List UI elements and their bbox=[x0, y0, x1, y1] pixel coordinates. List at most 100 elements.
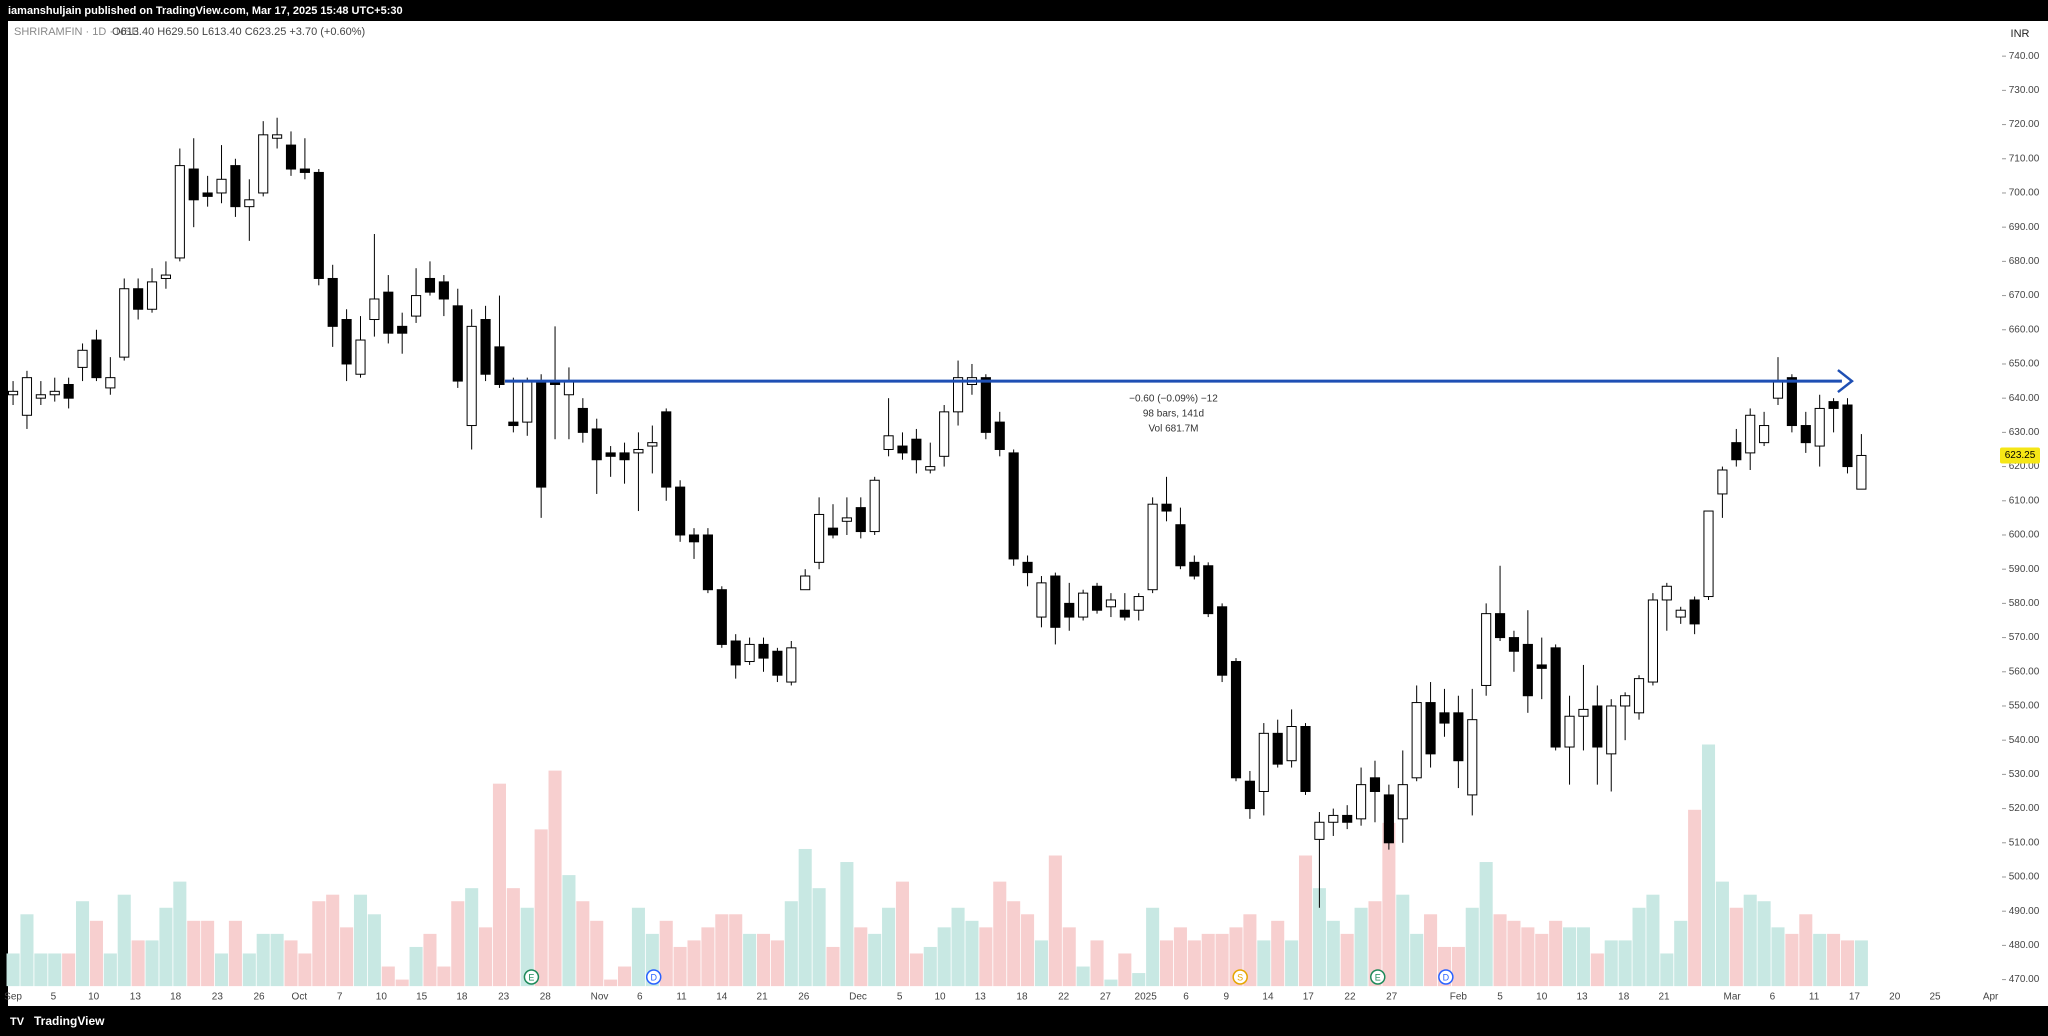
volume-bar bbox=[1549, 920, 1563, 987]
candle-body bbox=[1717, 469, 1728, 495]
volume-bar bbox=[729, 914, 743, 987]
volume-bar bbox=[1479, 862, 1493, 987]
chart-pane bbox=[8, 21, 2048, 1006]
candle-body bbox=[841, 517, 852, 522]
candle-body bbox=[1578, 708, 1589, 717]
x-tick-label: 21 bbox=[757, 992, 769, 1003]
volume-bar bbox=[465, 888, 479, 987]
candle-body bbox=[1522, 643, 1533, 697]
candle-body bbox=[35, 394, 46, 399]
volume-bar bbox=[1729, 907, 1743, 987]
volume-bar bbox=[1576, 927, 1590, 987]
volume-bar bbox=[367, 914, 381, 987]
candle-body bbox=[21, 377, 33, 416]
candle-body bbox=[1675, 609, 1686, 618]
volume-bar bbox=[965, 920, 979, 987]
candle-body bbox=[994, 421, 1005, 450]
x-tick-label: 27 bbox=[1100, 992, 1112, 1003]
candle-body bbox=[1564, 715, 1575, 748]
candle-body bbox=[1481, 613, 1492, 686]
volume-bar bbox=[895, 881, 910, 987]
candle-body bbox=[369, 298, 380, 321]
y-tick-label: 660.00 bbox=[2009, 324, 2040, 335]
volume-bar bbox=[1743, 894, 1757, 987]
candle-body bbox=[1119, 609, 1130, 618]
volume-bar bbox=[1146, 907, 1160, 987]
candle-body bbox=[1133, 596, 1144, 611]
candle-body bbox=[869, 479, 880, 533]
volume-bar bbox=[534, 829, 548, 987]
brand[interactable]: TradingView bbox=[34, 1014, 105, 1028]
x-tick-label: 28 bbox=[540, 992, 552, 1003]
candle-body bbox=[1342, 814, 1353, 823]
volume-bar bbox=[1062, 927, 1076, 987]
volume-bar bbox=[937, 927, 951, 987]
candle-body bbox=[1508, 637, 1520, 652]
candle-body bbox=[1439, 712, 1450, 724]
volume-bar bbox=[1187, 940, 1201, 987]
volume-bar bbox=[353, 894, 368, 987]
y-tick-label: 470.00 bbox=[2009, 974, 2040, 985]
last-price-tag bbox=[2000, 447, 2040, 464]
volume-bar bbox=[228, 920, 242, 987]
x-tick-label: 27 bbox=[1386, 992, 1398, 1003]
volume-bar bbox=[1604, 940, 1618, 987]
volume-bar bbox=[1451, 946, 1465, 987]
candle-body bbox=[1633, 678, 1645, 714]
candle-body bbox=[1356, 784, 1367, 820]
candle-body bbox=[424, 277, 436, 293]
volume-bar bbox=[1646, 894, 1660, 987]
x-tick-label: 18 bbox=[170, 992, 182, 1003]
x-tick-label: 21 bbox=[1658, 992, 1670, 1003]
candle-body bbox=[1064, 602, 1075, 618]
candle-body bbox=[49, 390, 60, 396]
volume-bar bbox=[576, 901, 590, 987]
volume-bar bbox=[1021, 914, 1035, 987]
candle-body bbox=[591, 428, 602, 461]
publisher: iamanshuljain published on TradingView.c… bbox=[8, 5, 403, 17]
volume-bar bbox=[604, 979, 618, 987]
candle-body bbox=[327, 277, 338, 327]
candle-body bbox=[1369, 777, 1381, 792]
candle-body bbox=[230, 165, 241, 208]
x-tick-label: 13 bbox=[1576, 992, 1588, 1003]
x-tick-label: 10 bbox=[88, 992, 100, 1003]
volume-bar bbox=[715, 914, 729, 987]
volume-bar bbox=[868, 933, 882, 987]
y-tick-label: 670.00 bbox=[2009, 290, 2040, 301]
volume-bar bbox=[743, 933, 757, 987]
y-tick-label: 490.00 bbox=[2009, 906, 2040, 917]
volume-bar bbox=[423, 933, 437, 987]
y-tick-label: 520.00 bbox=[2009, 803, 2040, 814]
volume-bar bbox=[1257, 940, 1271, 987]
candle-body bbox=[661, 411, 672, 488]
candle-body bbox=[1036, 582, 1047, 618]
volume-bar bbox=[492, 783, 506, 987]
x-tick-label: 17 bbox=[1849, 992, 1861, 1003]
y-tick-label: 580.00 bbox=[2009, 598, 2040, 609]
candle-body bbox=[1272, 732, 1283, 765]
candle-body bbox=[411, 295, 422, 317]
volume-bar bbox=[131, 940, 145, 987]
volume-bar bbox=[256, 933, 270, 987]
volume-bar bbox=[89, 920, 103, 987]
candle-body bbox=[744, 643, 755, 663]
event-label: S bbox=[1237, 972, 1243, 982]
brand-logo[interactable]: TV bbox=[10, 1016, 25, 1028]
x-tick-label: Feb bbox=[1450, 992, 1468, 1003]
volume-bar bbox=[506, 888, 520, 987]
volume-bar bbox=[1854, 940, 1868, 987]
x-tick-label: 26 bbox=[253, 992, 265, 1003]
x-tick-label: 17 bbox=[1303, 992, 1315, 1003]
candle-body bbox=[188, 168, 199, 201]
volume-bar bbox=[687, 940, 701, 987]
x-tick-label: Oct bbox=[292, 992, 308, 1003]
candle-body bbox=[91, 339, 102, 379]
volume-bar bbox=[1132, 973, 1146, 987]
candle-body bbox=[1008, 452, 1019, 560]
candle-body bbox=[1105, 599, 1117, 608]
volume-bar bbox=[1382, 822, 1396, 987]
volume-bar bbox=[1396, 894, 1410, 987]
candle-body bbox=[536, 380, 547, 488]
volume-bar bbox=[1090, 940, 1104, 987]
